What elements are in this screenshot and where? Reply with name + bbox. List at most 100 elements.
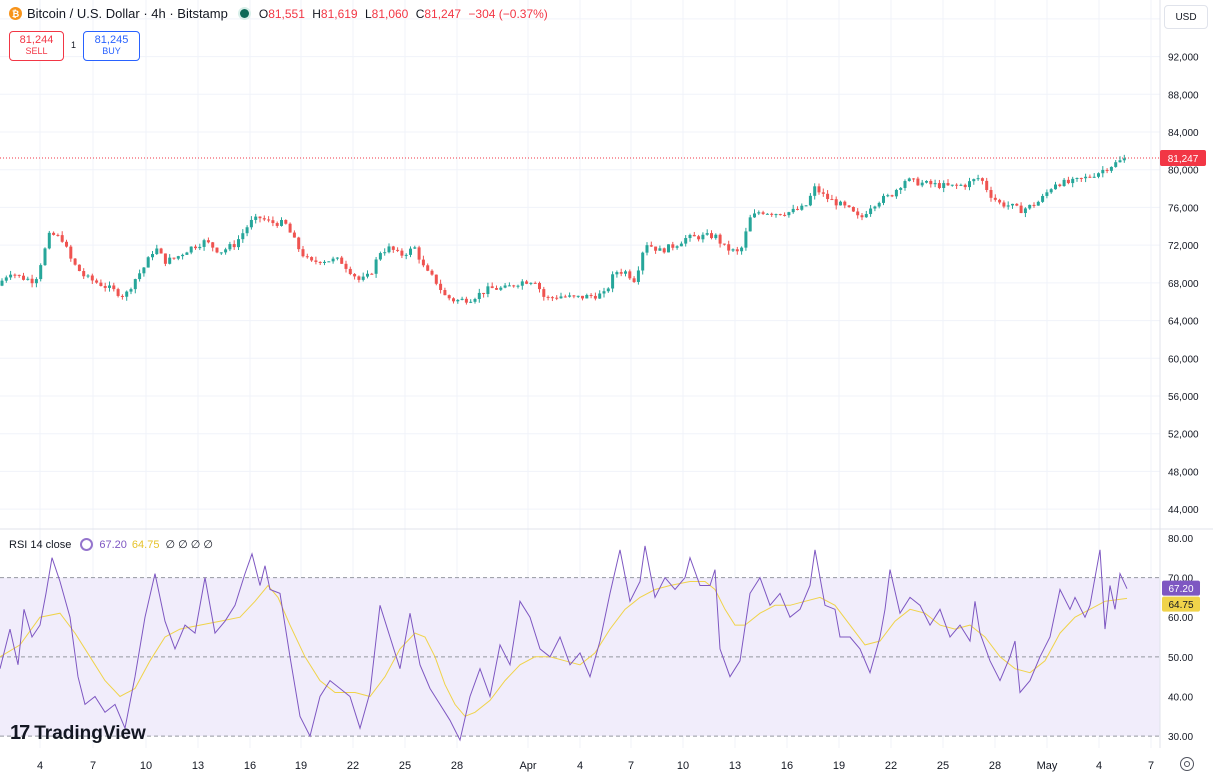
rsi-indicator-icon[interactable] [80, 538, 94, 551]
tradingview-logo[interactable]: 17 TradingView [10, 722, 146, 745]
price-axis-tick: 92,000 [1168, 53, 1199, 64]
candle-body [353, 274, 357, 277]
candle-body [490, 286, 494, 289]
candle-body [4, 277, 8, 281]
candle-body [632, 278, 636, 282]
price-axis-tick: 68,000 [1168, 279, 1199, 290]
time-axis-tick: 28 [989, 760, 1001, 772]
candle-body [679, 243, 683, 247]
candle-body [43, 248, 47, 266]
buy-button[interactable]: 81,245 BUY [83, 31, 140, 61]
rsi-band [0, 577, 1160, 737]
candle-body [796, 208, 799, 210]
high-label: H [312, 6, 321, 21]
candle-body [550, 297, 554, 299]
candle-body [675, 246, 679, 248]
candle-body [280, 219, 283, 226]
candle-body [1075, 177, 1079, 179]
candle-body [1105, 169, 1109, 171]
candle-body [589, 294, 593, 296]
time-axis-tick: 7 [90, 760, 96, 772]
candle-body [662, 248, 666, 253]
candle-body [757, 212, 761, 214]
candle-body [13, 274, 17, 276]
candle-body [151, 254, 154, 258]
time-axis-tick: 16 [244, 760, 256, 772]
time-axis-tick: 16 [781, 760, 793, 772]
candle-body [39, 265, 43, 280]
buy-price: 81,245 [94, 34, 129, 46]
candle-body [1006, 205, 1010, 207]
candle-body [645, 245, 649, 253]
candle-body [404, 254, 408, 256]
last-price-label-bg [1160, 149, 1206, 166]
candle-body [851, 206, 855, 212]
candle-body [400, 250, 404, 256]
last-price-label: 81,247 [1168, 154, 1199, 165]
candle-body [568, 295, 572, 297]
gear-icon[interactable] [1180, 757, 1194, 771]
candle-body [546, 296, 550, 298]
candle-body [916, 178, 920, 186]
candle-body [1066, 179, 1070, 184]
candle-body [1011, 203, 1014, 206]
time-axis-tick: 4 [577, 760, 583, 772]
candle-body [112, 285, 116, 290]
candle-body [538, 282, 541, 290]
rsi-ma-value-label-bg [1162, 596, 1200, 612]
candle-body [684, 238, 688, 244]
currency-button[interactable]: USD [1164, 5, 1208, 29]
candle-body [413, 247, 417, 249]
rsi-axis-tick: 40.00 [1168, 692, 1193, 703]
symbol-title[interactable]: Bitcoin / U.S. Dollar · 4h · Bitstamp [27, 6, 228, 21]
candle-body [366, 273, 369, 277]
candle-body [99, 282, 103, 286]
open-label: O [258, 6, 269, 21]
candle-body [1023, 208, 1027, 214]
candle-body [26, 278, 30, 280]
candle-body [761, 212, 765, 214]
candle-body [1092, 176, 1096, 178]
candle-body [937, 183, 941, 189]
candle-body [765, 213, 769, 215]
candle-body [267, 219, 271, 221]
candle-body [839, 201, 842, 206]
time-axis-tick: 22 [347, 760, 359, 772]
candle-body [731, 249, 735, 251]
candle-body [894, 189, 898, 197]
candle-body [348, 268, 352, 275]
candle-body [1122, 158, 1126, 161]
candle-body [439, 283, 443, 291]
candle-body [787, 212, 791, 216]
candle-body [417, 247, 421, 260]
candle-body [525, 281, 529, 284]
candle-body [1049, 189, 1053, 193]
time-axis-tick: 13 [729, 760, 741, 772]
candle-body [813, 186, 817, 196]
time-axis-tick: 28 [451, 760, 463, 772]
candle-body [9, 274, 13, 278]
candle-body [318, 261, 322, 263]
candle-body [47, 232, 51, 249]
rsi-axis-tick: 60.00 [1168, 613, 1193, 624]
candle-body [955, 184, 959, 186]
candle-body [133, 279, 137, 290]
candle-body [452, 298, 455, 302]
candle-body [705, 233, 709, 235]
candle-body [753, 213, 756, 218]
sell-button[interactable]: 81,244 SELL [9, 31, 64, 61]
candle-body [563, 296, 567, 298]
candle-body [1015, 203, 1019, 206]
candle-body [374, 259, 378, 274]
rsi-title[interactable]: RSI 14 close [9, 538, 72, 551]
candle-body [1028, 204, 1032, 209]
rsi-header: RSI 14 close 67.20 64.75 ∅ ∅ ∅ ∅ [9, 538, 213, 551]
candle-body [998, 199, 1002, 203]
candle-body [168, 257, 172, 264]
price-axis-tick: 88,000 [1168, 90, 1199, 101]
candle-body [409, 248, 412, 255]
candle-body [421, 259, 425, 266]
rsi-axis-tick: 50.00 [1168, 653, 1193, 664]
candle-body [804, 205, 808, 207]
